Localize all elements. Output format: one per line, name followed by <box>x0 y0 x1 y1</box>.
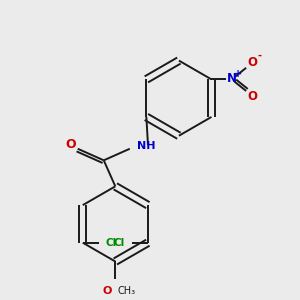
Text: CH₃: CH₃ <box>118 286 136 296</box>
Text: NH: NH <box>137 141 155 151</box>
Text: -: - <box>257 50 261 60</box>
Text: O: O <box>103 286 112 296</box>
Text: Cl: Cl <box>106 238 117 248</box>
Text: O: O <box>247 90 257 103</box>
Text: N: N <box>227 72 237 85</box>
Text: O: O <box>65 138 76 151</box>
Text: O: O <box>247 56 257 68</box>
Text: Cl: Cl <box>113 238 125 248</box>
Text: +: + <box>234 69 242 79</box>
